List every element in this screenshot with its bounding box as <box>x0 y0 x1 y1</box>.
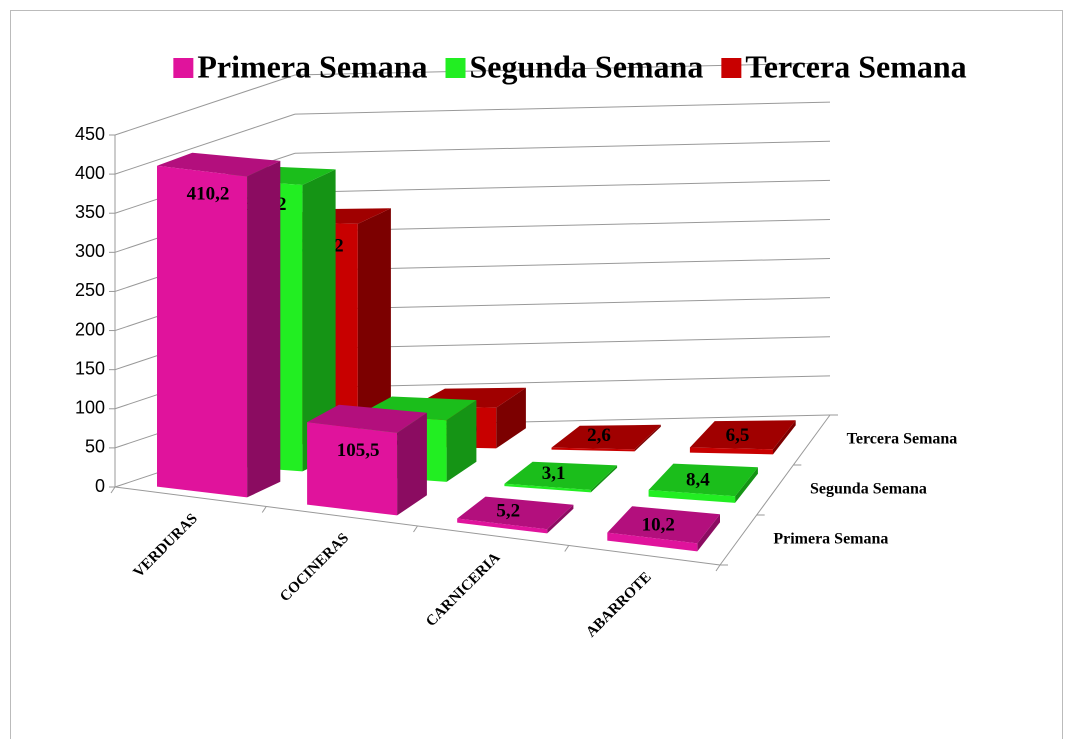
legend-swatch <box>173 58 194 78</box>
x-tick <box>110 486 116 494</box>
bar-top <box>689 420 796 450</box>
bar-front <box>307 422 398 516</box>
floor-edge <box>719 414 831 566</box>
bar-front <box>648 490 736 503</box>
bar-top <box>457 496 574 530</box>
x-tick <box>715 564 721 572</box>
y-tick-label: 250 <box>75 280 105 300</box>
x-tick <box>261 506 267 513</box>
bar-top <box>307 404 427 433</box>
depth-label: Tercera Semana <box>847 431 958 448</box>
bar <box>307 404 427 516</box>
bar-side <box>446 400 477 482</box>
x-tick <box>564 545 570 552</box>
bar-side <box>397 412 427 516</box>
depth-label: Primera Semana <box>773 531 888 548</box>
y-tick-label: 300 <box>75 241 105 261</box>
bar <box>689 420 796 455</box>
data-label: 6,5 <box>726 425 750 446</box>
legend-label: Tercera Semana <box>745 48 966 84</box>
depth-label: Segunda Semana <box>810 481 927 498</box>
y-tick-label: 400 <box>75 163 105 183</box>
grid-line <box>294 140 831 154</box>
bar-side <box>634 424 661 452</box>
y-tick-label: 350 <box>75 202 105 222</box>
bar-side <box>547 504 574 534</box>
legend-swatch <box>445 58 466 78</box>
legend-swatch <box>721 58 742 78</box>
grid-line <box>114 113 296 175</box>
y-tick-label: 200 <box>75 319 105 339</box>
y-tick-label: 100 <box>75 398 105 418</box>
bar-front <box>607 532 698 552</box>
grid-line <box>294 179 831 193</box>
y-tick-label: 50 <box>85 437 105 457</box>
bar-top <box>607 506 720 544</box>
bar <box>157 152 281 498</box>
y-tick-label: 0 <box>95 476 105 496</box>
bar <box>607 506 720 552</box>
bar-top <box>551 424 661 450</box>
bar-side <box>590 465 618 493</box>
bar-front <box>157 165 248 498</box>
bar-top <box>504 461 618 490</box>
data-label: 105,5 <box>337 440 380 461</box>
bar-side <box>697 514 720 552</box>
bar-front <box>551 447 635 452</box>
legend-label: Segunda Semana <box>470 48 704 84</box>
grid-line <box>114 74 296 136</box>
x-tick <box>413 525 418 533</box>
bar <box>648 463 758 503</box>
bar-side <box>496 387 526 449</box>
legend-item: Primera Semana <box>173 48 428 84</box>
bar-side <box>773 420 796 455</box>
bar <box>551 424 661 452</box>
bar-front <box>504 483 591 493</box>
legend-label: Primera Semana <box>197 48 427 84</box>
bar-top <box>648 463 758 497</box>
data-label: 8,4 <box>686 470 710 491</box>
bar-side <box>357 208 391 446</box>
grid-line <box>294 101 831 115</box>
bar-top <box>157 152 281 177</box>
data-label: 410,2 <box>187 183 230 204</box>
data-label: 5,2 <box>496 500 520 521</box>
bar-side <box>247 160 281 498</box>
data-label: 10,2 <box>642 514 675 535</box>
data-label: 2,6 <box>587 425 611 446</box>
y-tick-label: 150 <box>75 358 105 378</box>
bar <box>457 496 574 534</box>
bar-side <box>735 467 758 503</box>
data-label: 3,1 <box>542 463 566 484</box>
bar-front <box>457 518 548 534</box>
bar-front <box>689 447 773 455</box>
y-tick-label: 450 <box>75 124 105 144</box>
legend-item: Segunda Semana <box>445 48 704 84</box>
bar-side <box>302 169 336 472</box>
bar <box>504 461 618 493</box>
legend-item: Tercera Semana <box>721 48 967 84</box>
